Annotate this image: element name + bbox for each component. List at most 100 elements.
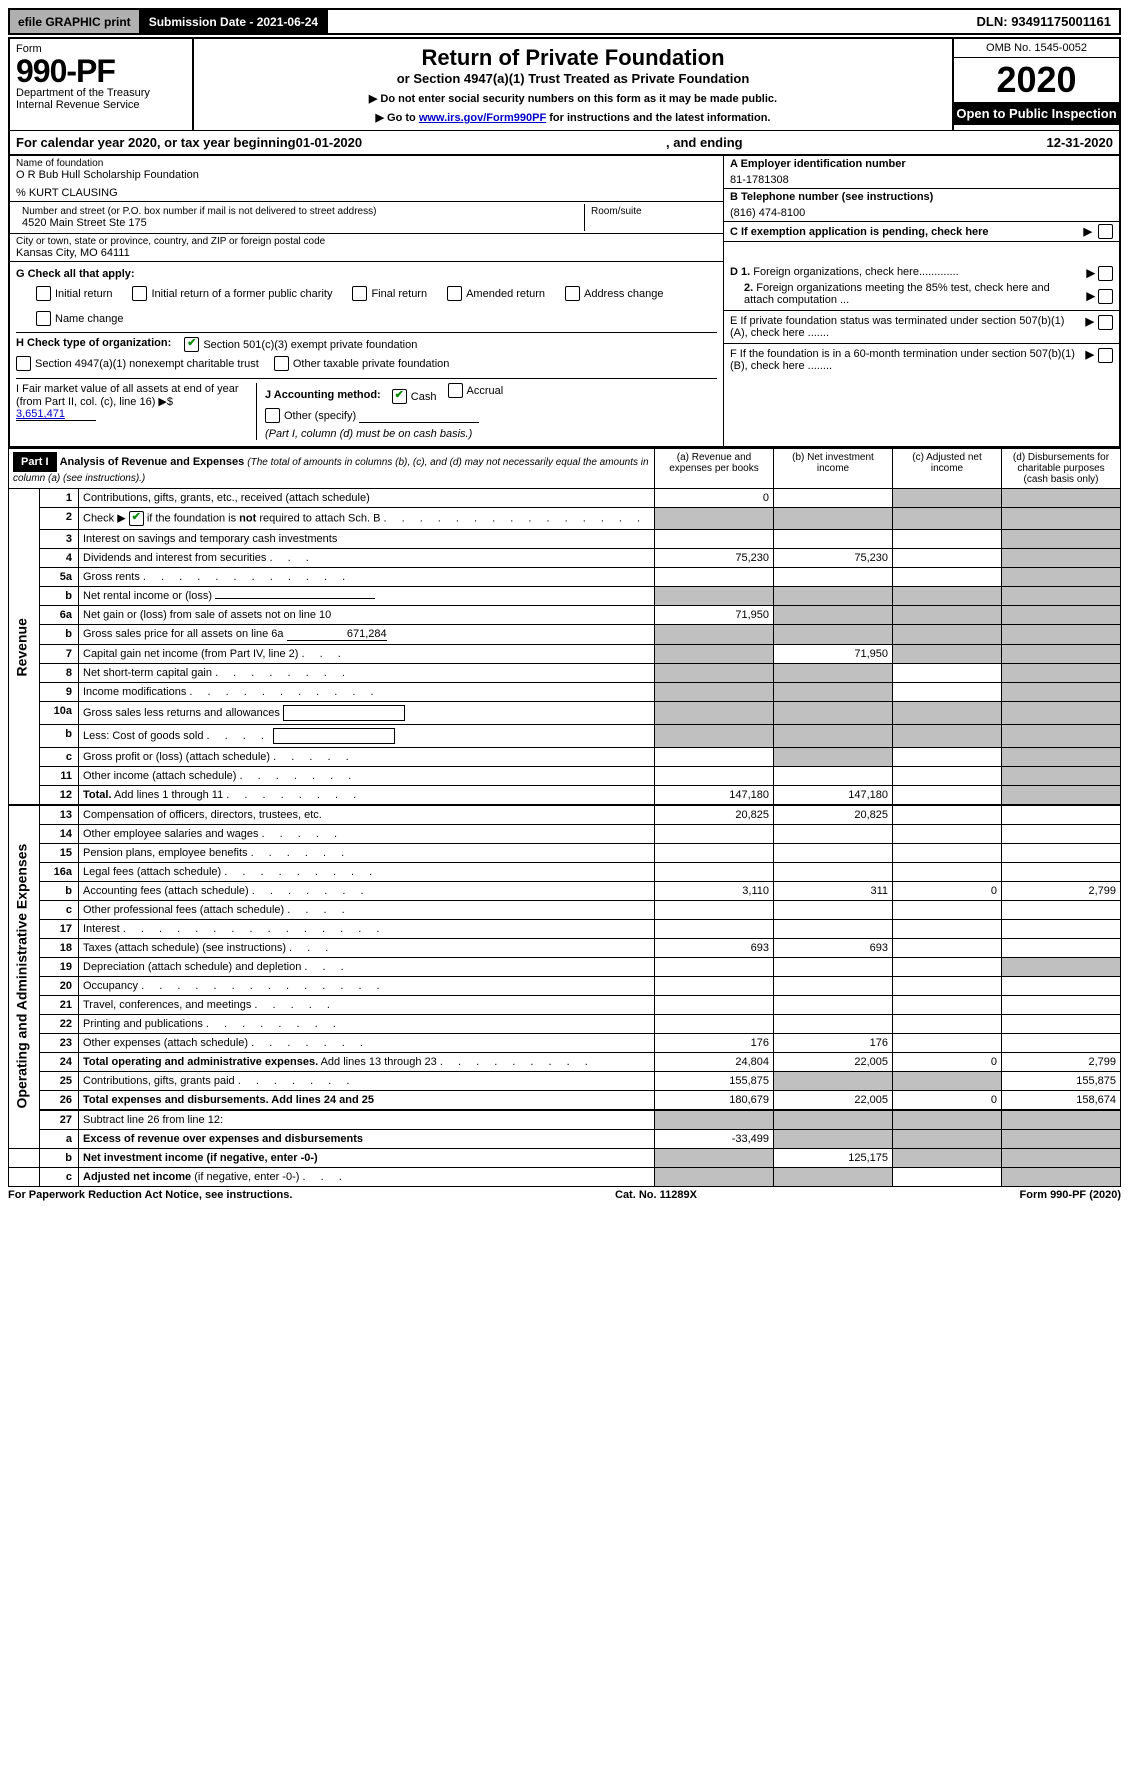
dept-label: Department of the Treasury (16, 87, 186, 99)
l16b-c: 0 (893, 882, 1002, 901)
line-15: Pension plans, employee benefits . . . .… (79, 844, 655, 863)
ein-label: A Employer identification number (730, 158, 1113, 170)
c-label: C If exemption application is pending, c… (730, 226, 1078, 238)
line-27c: Adjusted net income (if negative, enter … (79, 1168, 655, 1187)
l4-a: 75,230 (655, 549, 774, 568)
line-4: Dividends and interest from securities .… (79, 549, 655, 568)
l13-b: 20,825 (774, 805, 893, 825)
g-amended[interactable]: Amended return (447, 286, 545, 301)
l16b-a: 3,110 (655, 882, 774, 901)
l12-a: 147,180 (655, 786, 774, 806)
name-label: Name of foundation (16, 158, 717, 169)
j-accrual[interactable]: Accrual (448, 383, 504, 398)
checks-block: G Check all that apply: Initial return I… (8, 262, 1121, 448)
e-checkbox[interactable] (1098, 315, 1113, 330)
l26-d: 158,674 (1002, 1091, 1121, 1111)
l16b-d: 2,799 (1002, 882, 1121, 901)
entity-block: Name of foundation O R Bub Hull Scholars… (8, 156, 1121, 262)
line-27a: Excess of revenue over expenses and disb… (79, 1130, 655, 1149)
l23-a: 176 (655, 1034, 774, 1053)
phone-value: (816) 474-8100 (730, 207, 1113, 219)
l18-a: 693 (655, 939, 774, 958)
l23-b: 176 (774, 1034, 893, 1053)
l16b-b: 311 (774, 882, 893, 901)
g-final-return[interactable]: Final return (352, 286, 427, 301)
l26-c: 0 (893, 1091, 1002, 1111)
j-other[interactable]: Other (specify) (265, 408, 356, 423)
irs-link[interactable]: www.irs.gov/Form990PF (419, 112, 546, 124)
line-8: Net short-term capital gain . . . . . . … (79, 664, 655, 683)
g-item-4: Address change (584, 288, 664, 300)
line-10c: Gross profit or (loss) (attach schedule)… (79, 748, 655, 767)
irs-label: Internal Revenue Service (16, 99, 186, 111)
line-10b: Less: Cost of goods sold . . . . (79, 725, 655, 748)
line-27: Subtract line 26 from line 12: (79, 1110, 655, 1130)
i-fmv-value[interactable]: 3,651,471 (16, 408, 96, 421)
g-initial-former[interactable]: Initial return of a former public charit… (132, 286, 332, 301)
open-public-badge: Open to Public Inspection (954, 102, 1119, 125)
c-checkbox[interactable] (1098, 224, 1113, 239)
g-item-0: Initial return (55, 288, 112, 300)
line-21: Travel, conferences, and meetings . . . … (79, 996, 655, 1015)
form-title: Return of Private Foundation (200, 45, 946, 71)
h-item-0: Section 501(c)(3) exempt private foundat… (203, 339, 417, 351)
line-26: Total expenses and disbursements. Add li… (79, 1091, 655, 1111)
j-cash[interactable]: Cash (392, 389, 437, 404)
h-item-2: Other taxable private foundation (293, 358, 450, 370)
cal-begin: 01-01-2020 (296, 135, 363, 150)
h-label: H Check type of organization: (16, 337, 171, 349)
line-23: Other expenses (attach schedule) . . . .… (79, 1034, 655, 1053)
omb-number: OMB No. 1545-0052 (954, 39, 1119, 58)
sch-b-checkbox[interactable] (129, 511, 144, 526)
line-16a: Legal fees (attach schedule) . . . . . .… (79, 863, 655, 882)
g-item-2: Final return (371, 288, 427, 300)
line-20: Occupancy . . . . . . . . . . . . . . (79, 977, 655, 996)
phone-label: B Telephone number (see instructions) (730, 191, 1113, 203)
col-c-head: (c) Adjusted net income (893, 449, 1002, 489)
g-initial-return[interactable]: Initial return (36, 286, 112, 301)
line-7: Capital gain net income (from Part IV, l… (79, 645, 655, 664)
l24-a: 24,804 (655, 1053, 774, 1072)
d2-checkbox[interactable] (1098, 289, 1113, 304)
l18-b: 693 (774, 939, 893, 958)
e-label: E If private foundation status was termi… (730, 315, 1082, 339)
l24-d: 2,799 (1002, 1053, 1121, 1072)
h-4947[interactable]: Section 4947(a)(1) nonexempt charitable … (16, 356, 259, 371)
cal-pre: For calendar year 2020, or tax year begi… (16, 135, 296, 150)
line-13: Compensation of officers, directors, tru… (79, 805, 655, 825)
part1-label: Part I (13, 452, 57, 472)
g-name-change[interactable]: Name change (36, 311, 124, 326)
j-cash-label: Cash (411, 391, 437, 403)
line-6b: Gross sales price for all assets on line… (79, 625, 655, 645)
l6a-a: 71,950 (655, 606, 774, 625)
footer-right: Form 990-PF (2020) (1020, 1189, 1122, 1201)
city-state-zip: Kansas City, MO 64111 (16, 247, 717, 259)
l24-c: 0 (893, 1053, 1002, 1072)
ein-value: 81-1781308 (730, 174, 1113, 186)
efile-button[interactable]: efile GRAPHIC print (10, 10, 141, 33)
line-24: Total operating and administrative expen… (79, 1053, 655, 1072)
line-25: Contributions, gifts, grants paid . . . … (79, 1072, 655, 1091)
h-other-taxable[interactable]: Other taxable private foundation (274, 356, 450, 371)
line-12: Total. Add lines 1 through 11 . . . . . … (79, 786, 655, 806)
g-address-change[interactable]: Address change (565, 286, 664, 301)
g-item-5: Name change (55, 313, 124, 325)
d1-checkbox[interactable] (1098, 266, 1113, 281)
instr-1: ▶ Do not enter social security numbers o… (200, 92, 946, 105)
l25-d: 155,875 (1002, 1072, 1121, 1091)
f-label: F If the foundation is in a 60-month ter… (730, 348, 1082, 372)
j-label: J Accounting method: (265, 389, 381, 401)
col-d-head: (d) Disbursements for charitable purpose… (1002, 449, 1121, 489)
f-checkbox[interactable] (1098, 348, 1113, 363)
i-label: I Fair market value of all assets at end… (16, 383, 239, 408)
line-18: Taxes (attach schedule) (see instruction… (79, 939, 655, 958)
j-accrual-label: Accrual (467, 385, 504, 397)
line-5b: Net rental income or (loss) (79, 587, 655, 606)
col-a-head: (a) Revenue and expenses per books (655, 449, 774, 489)
l12-b: 147,180 (774, 786, 893, 806)
footer-mid: Cat. No. 11289X (615, 1189, 697, 1201)
h-501c3[interactable]: Section 501(c)(3) exempt private foundat… (184, 337, 417, 352)
revenue-section-label: Revenue (9, 489, 40, 806)
line-27b: Net investment income (if negative, ente… (79, 1149, 655, 1168)
line-22: Printing and publications . . . . . . . … (79, 1015, 655, 1034)
